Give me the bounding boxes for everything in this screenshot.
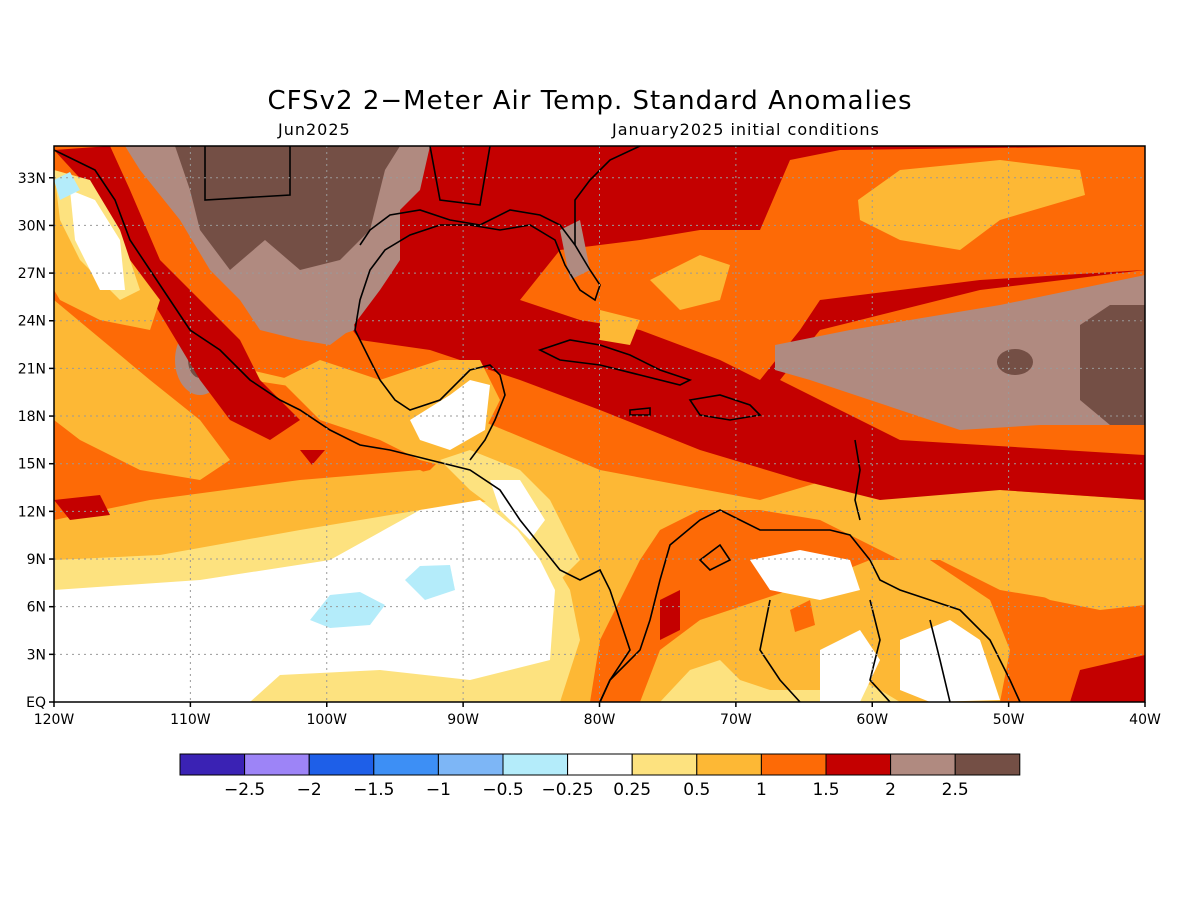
lat-tick-label: 3N	[27, 647, 46, 663]
lat-tick-label: 33N	[18, 171, 46, 187]
lat-tick-label: 27N	[18, 266, 46, 282]
lat-tick-label: 12N	[18, 504, 46, 520]
lon-tick-label: 60W	[856, 712, 888, 728]
lat-tick-label: 18N	[18, 409, 46, 425]
colorbar-swatch	[244, 753, 310, 776]
colorbar-swatch	[179, 753, 246, 776]
colorbar-label: −1	[426, 780, 451, 800]
colorbar-label: 0.25	[613, 780, 651, 800]
lat-tick-label: 24N	[18, 314, 46, 330]
colorbar-swatch	[631, 753, 698, 776]
colorbar-label: −2.5	[224, 780, 265, 800]
colorbar-label: 1	[756, 780, 767, 800]
colorbar-swatch	[308, 753, 375, 776]
longitude-labels: 120W 110W 100W 90W 80W 70W 60W 50W 40W	[34, 712, 1161, 728]
init-conditions-label: January2025 initial conditions	[612, 120, 880, 139]
lat-tick-label: 9N	[27, 552, 46, 568]
lat-tick-label: 21N	[18, 361, 46, 377]
map-grid	[54, 146, 1145, 702]
lon-tick-label: 40W	[1129, 712, 1161, 728]
colorbar-swatch	[760, 753, 827, 776]
colorbar-label: 2	[885, 780, 896, 800]
valid-month-label: Jun2025	[278, 120, 351, 139]
lon-tick-label: 110W	[170, 712, 211, 728]
colorbar-label: 1.5	[812, 780, 839, 800]
colorbar-swatch	[567, 753, 633, 776]
lon-tick-label: 120W	[34, 712, 75, 728]
lat-tick-label: 15N	[18, 457, 46, 473]
latitude-labels: 33N 30N 27N 24N 21N 18N 15N 12N 9N 6N 3N EQ	[18, 171, 46, 711]
colorbar-swatch	[825, 753, 892, 776]
lat-tick-label: 30N	[18, 218, 46, 234]
colorbar-swatch	[954, 753, 1021, 776]
colorbar-swatch	[696, 753, 762, 776]
lat-tick-label: EQ	[26, 695, 46, 711]
lon-tick-label: 80W	[584, 712, 616, 728]
colorbar-label: −1.5	[353, 780, 394, 800]
colorbar-swatch	[373, 753, 439, 776]
lon-tick-label: 100W	[306, 712, 347, 728]
lat-tick-label: 6N	[27, 600, 46, 616]
colorbar-label: −0.5	[482, 780, 523, 800]
axis-ticks	[49, 177, 1146, 707]
colorbar-label: −2	[297, 780, 322, 800]
colorbar-label: 2.5	[942, 780, 969, 800]
lon-tick-label: 90W	[447, 712, 479, 728]
colorbar-swatch	[890, 753, 956, 776]
colorbar-labels: −2.5 −2 −1.5 −1 −0.5 −0.25 0.25 0.5 1 1.5 2 2.5	[224, 780, 969, 800]
lon-tick-label: 50W	[993, 712, 1025, 728]
colorbar-label: −0.25	[542, 780, 594, 800]
colorbar-swatch	[437, 753, 504, 776]
map-title: CFSv2 2−Meter Air Temp. Standard Anomali…	[267, 86, 913, 116]
colorbar	[179, 753, 1021, 776]
lon-tick-label: 70W	[720, 712, 752, 728]
colorbar-label: 0.5	[683, 780, 710, 800]
colorbar-swatch	[502, 753, 569, 776]
